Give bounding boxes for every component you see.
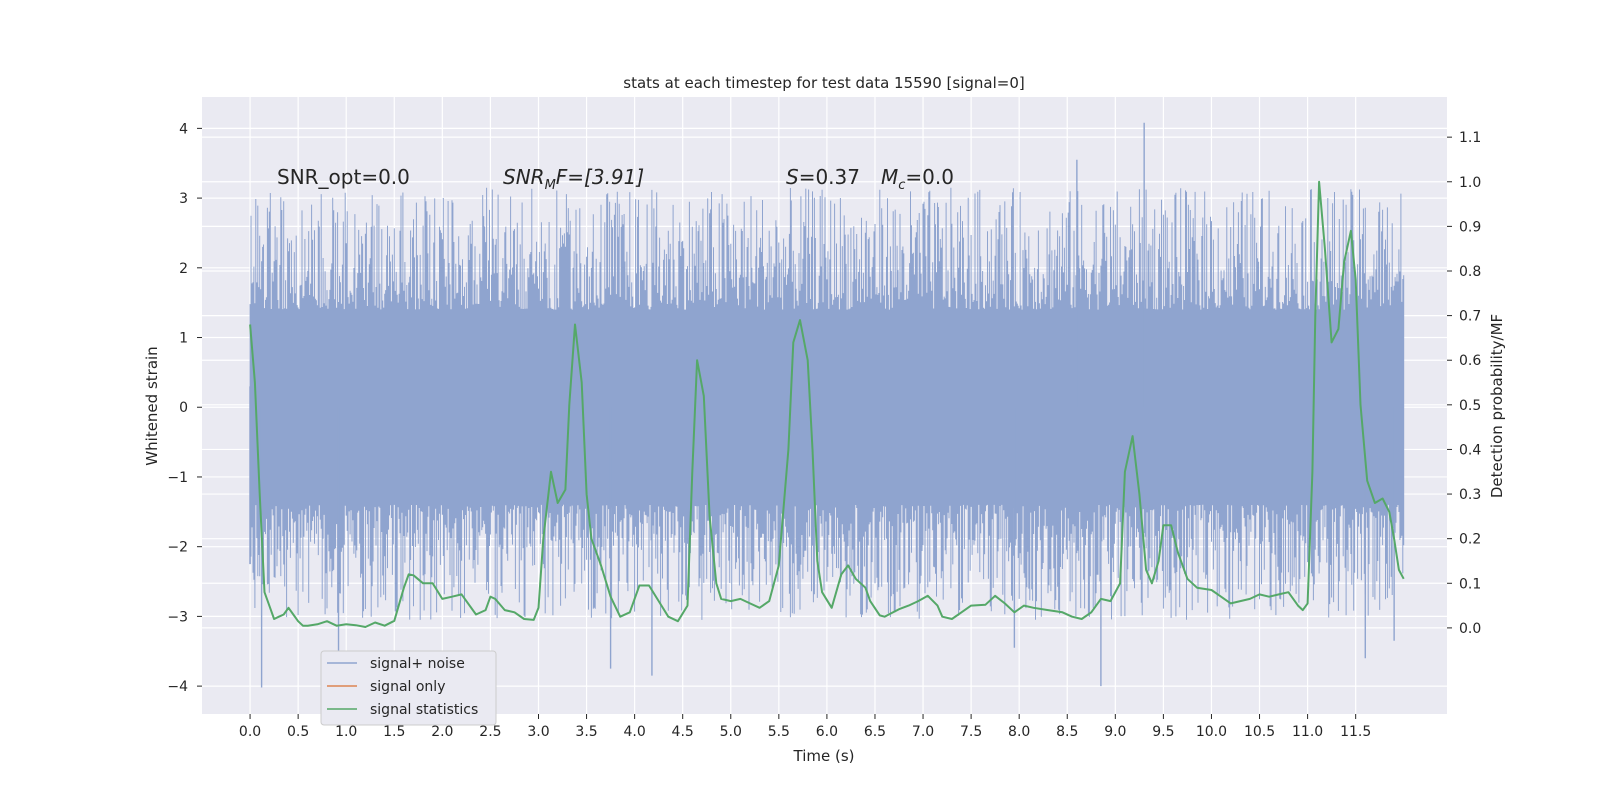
x-tick-label: 11.5 — [1340, 724, 1371, 740]
x-tick-label: 10.0 — [1196, 724, 1227, 740]
annotation-s-base: S — [786, 165, 799, 189]
y-left-tick-label: 1 — [179, 331, 188, 347]
x-tick-label: 9.0 — [1104, 724, 1126, 740]
y-left-tick-label: −3 — [167, 609, 188, 625]
y-right-tick-label: 0.0 — [1459, 621, 1481, 637]
y-right-axis-ticks: 0.0 0.1 0.2 0.3 0.4 0.5 0.6 0.7 0.8 0.9 1.0 1.1 — [1447, 130, 1481, 637]
x-tick-label: 5.5 — [768, 724, 790, 740]
y-left-axis-ticks: −4 −3 −2 −1 0 1 2 3 4 — [167, 121, 202, 695]
y-left-tick-label: 2 — [179, 261, 188, 277]
x-tick-label: 0.5 — [287, 724, 309, 740]
y-right-tick-label: 0.8 — [1459, 264, 1481, 280]
x-tick-label: 9.5 — [1152, 724, 1174, 740]
y-right-tick-label: 1.0 — [1459, 175, 1481, 191]
legend-label-signal-plus-noise: signal+ noise — [370, 656, 465, 672]
y-left-tick-label: −4 — [167, 679, 188, 695]
x-tick-label: 8.5 — [1056, 724, 1078, 740]
y-left-axis-label: Whitened strain — [143, 346, 161, 465]
annotation-snr-mf-base: SNR — [503, 165, 545, 189]
annotation-mc-rest: =0.0 — [905, 165, 954, 189]
y-left-tick-label: 4 — [179, 121, 188, 137]
y-right-axis-label: Detection probability/MF — [1488, 314, 1506, 498]
x-tick-label: 6.5 — [864, 724, 886, 740]
series-signal-statistics — [249, 180, 1405, 628]
legend-box — [320, 650, 497, 726]
x-tick-label: 2.5 — [479, 724, 501, 740]
x-tick-label: 7.0 — [912, 724, 934, 740]
y-left-tick-label: −1 — [167, 470, 188, 486]
x-tick-label: 1.5 — [383, 724, 405, 740]
annotation-mc-base: M — [881, 165, 898, 189]
x-tick-label: 0.0 — [239, 724, 261, 740]
annotation-mc-sub: c — [898, 178, 905, 193]
x-tick-label: 1.0 — [335, 724, 357, 740]
y-right-tick-label: 0.7 — [1459, 309, 1481, 325]
annotation-s: S=0.37 — [786, 165, 860, 189]
x-tick-label: 7.5 — [960, 724, 982, 740]
annotation-snr-mf: SNRMF=[3.91] — [503, 165, 644, 193]
statistics-line — [249, 180, 1405, 628]
y-right-tick-label: 0.2 — [1459, 532, 1481, 548]
y-right-tick-label: 0.3 — [1459, 487, 1481, 503]
x-tick-label: 8.0 — [1008, 724, 1030, 740]
x-axis-ticks: 0.0 0.5 1.0 1.5 2.0 2.5 3.0 3.5 4.0 4.5 5.0 5.5 6.0 6… — [239, 714, 1371, 740]
x-tick-label: 11.0 — [1292, 724, 1323, 740]
legend: signal+ noise signal only signal statist… — [320, 650, 497, 726]
y-right-tick-label: 1.1 — [1459, 130, 1481, 146]
legend-label-signal-only: signal only — [370, 679, 445, 695]
x-tick-label: 4.5 — [672, 724, 694, 740]
y-right-tick-label: 0.5 — [1459, 398, 1481, 414]
x-tick-label: 3.0 — [527, 724, 549, 740]
y-left-tick-label: 3 — [179, 191, 188, 207]
x-tick-label: 6.0 — [816, 724, 838, 740]
y-left-tick-label: −2 — [167, 540, 188, 556]
y-right-tick-label: 0.1 — [1459, 576, 1481, 592]
x-axis-label: Time (s) — [793, 747, 855, 765]
y-right-tick-label: 0.9 — [1459, 219, 1481, 235]
x-tick-label: 3.5 — [575, 724, 597, 740]
annotation-snr-mf-sub: M — [545, 178, 556, 193]
y-right-tick-label: 0.6 — [1459, 353, 1481, 369]
x-tick-label: 5.0 — [720, 724, 742, 740]
annotation-snr-mf-rest-italic: F=[3.91] — [556, 165, 644, 189]
annotation-snr-opt: SNR_opt=0.0 — [277, 165, 410, 189]
x-tick-label: 4.0 — [623, 724, 645, 740]
y-left-tick-label: 0 — [179, 400, 188, 416]
x-tick-label: 2.0 — [431, 724, 453, 740]
y-right-tick-label: 0.4 — [1459, 442, 1481, 458]
x-tick-label: 10.5 — [1244, 724, 1275, 740]
annotation-s-rest: =0.37 — [799, 165, 860, 189]
legend-label-signal-statistics: signal statistics — [370, 702, 478, 718]
chart-title: stats at each timestep for test data 155… — [623, 74, 1024, 92]
annotation-mc: Mc=0.0 — [881, 165, 954, 193]
